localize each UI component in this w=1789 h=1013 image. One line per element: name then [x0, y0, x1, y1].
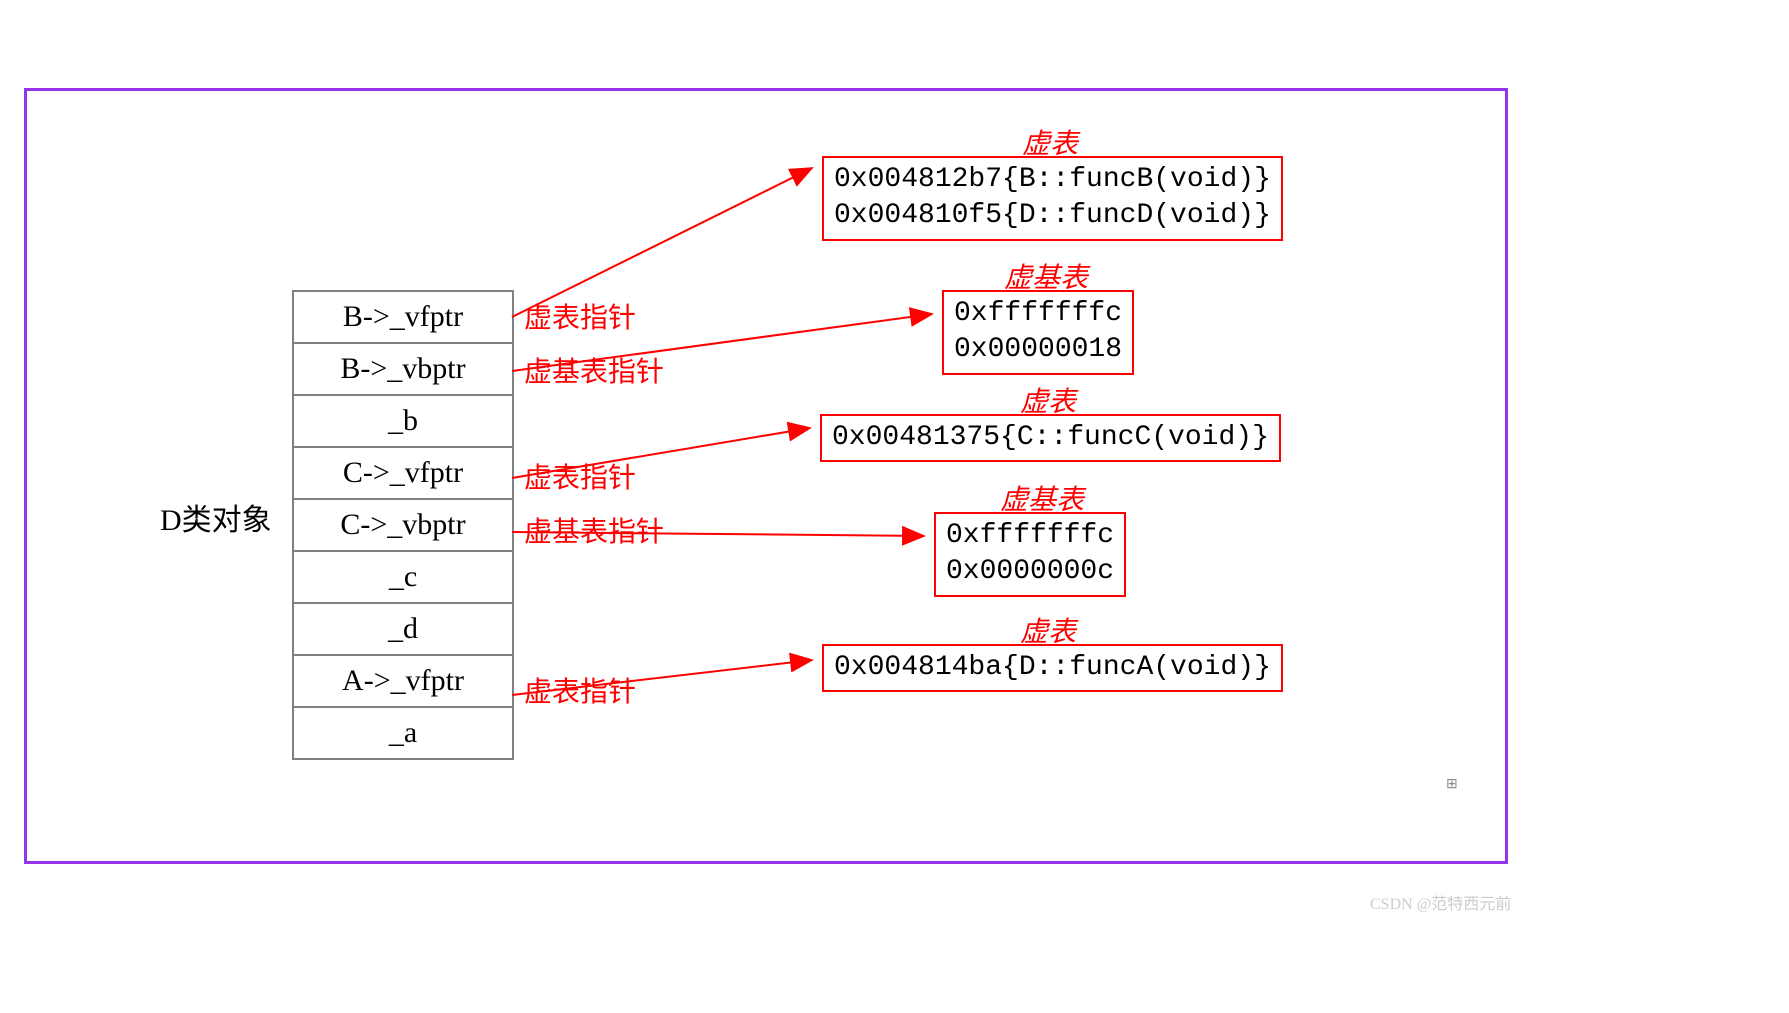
vtable-row: 0x004814ba{D::funcA(void)} [834, 650, 1271, 686]
vtable-row: 0x00481375{C::funcC(void)} [832, 420, 1269, 456]
cell-c-vbptr: C->_vbptr [293, 499, 513, 551]
cell-d: _d [293, 603, 513, 655]
outer-border [24, 88, 1508, 864]
object-label: D类对象 [160, 495, 272, 539]
vtable-row: 0xfffffffc [954, 296, 1122, 332]
vtable-row: 0x00000018 [954, 332, 1122, 368]
cell-c: _c [293, 551, 513, 603]
cell-a: _a [293, 707, 513, 759]
watermark: CSDN @范特西元前 [1370, 890, 1511, 914]
vtable-row: 0x004810f5{D::funcD(void)} [834, 198, 1271, 234]
pointer-label-0: 虚表指针 [524, 296, 636, 336]
cell-a-vfptr: A->_vfptr [293, 655, 513, 707]
resize-handle-icon: ⊞ [1446, 776, 1458, 793]
pointer-label-3: 虚基表指针 [524, 510, 664, 550]
cell-b-vbptr: B->_vbptr [293, 343, 513, 395]
vtable-box-3: 0xfffffffc 0x0000000c [934, 512, 1126, 597]
vtable-row: 0x004812b7{B::funcB(void)} [834, 162, 1271, 198]
pointer-label-1: 虚基表指针 [524, 350, 664, 390]
diagram-container: D类对象 B->_vfptr B->_vbptr _b C->_vfptr C-… [0, 0, 1789, 1013]
cell-c-vfptr: C->_vfptr [293, 447, 513, 499]
pointer-label-2: 虚表指针 [524, 456, 636, 496]
vtable-row: 0x0000000c [946, 554, 1114, 590]
vtable-box-2: 0x00481375{C::funcC(void)} [820, 414, 1281, 462]
vtable-box-1: 0xfffffffc 0x00000018 [942, 290, 1134, 375]
cell-b-vfptr: B->_vfptr [293, 291, 513, 343]
cell-b: _b [293, 395, 513, 447]
vtable-box-0: 0x004812b7{B::funcB(void)} 0x004810f5{D:… [822, 156, 1283, 241]
memory-table: B->_vfptr B->_vbptr _b C->_vfptr C->_vbp… [292, 290, 514, 760]
pointer-label-4: 虚表指针 [524, 670, 636, 710]
vtable-box-4: 0x004814ba{D::funcA(void)} [822, 644, 1283, 692]
vtable-row: 0xfffffffc [946, 518, 1114, 554]
